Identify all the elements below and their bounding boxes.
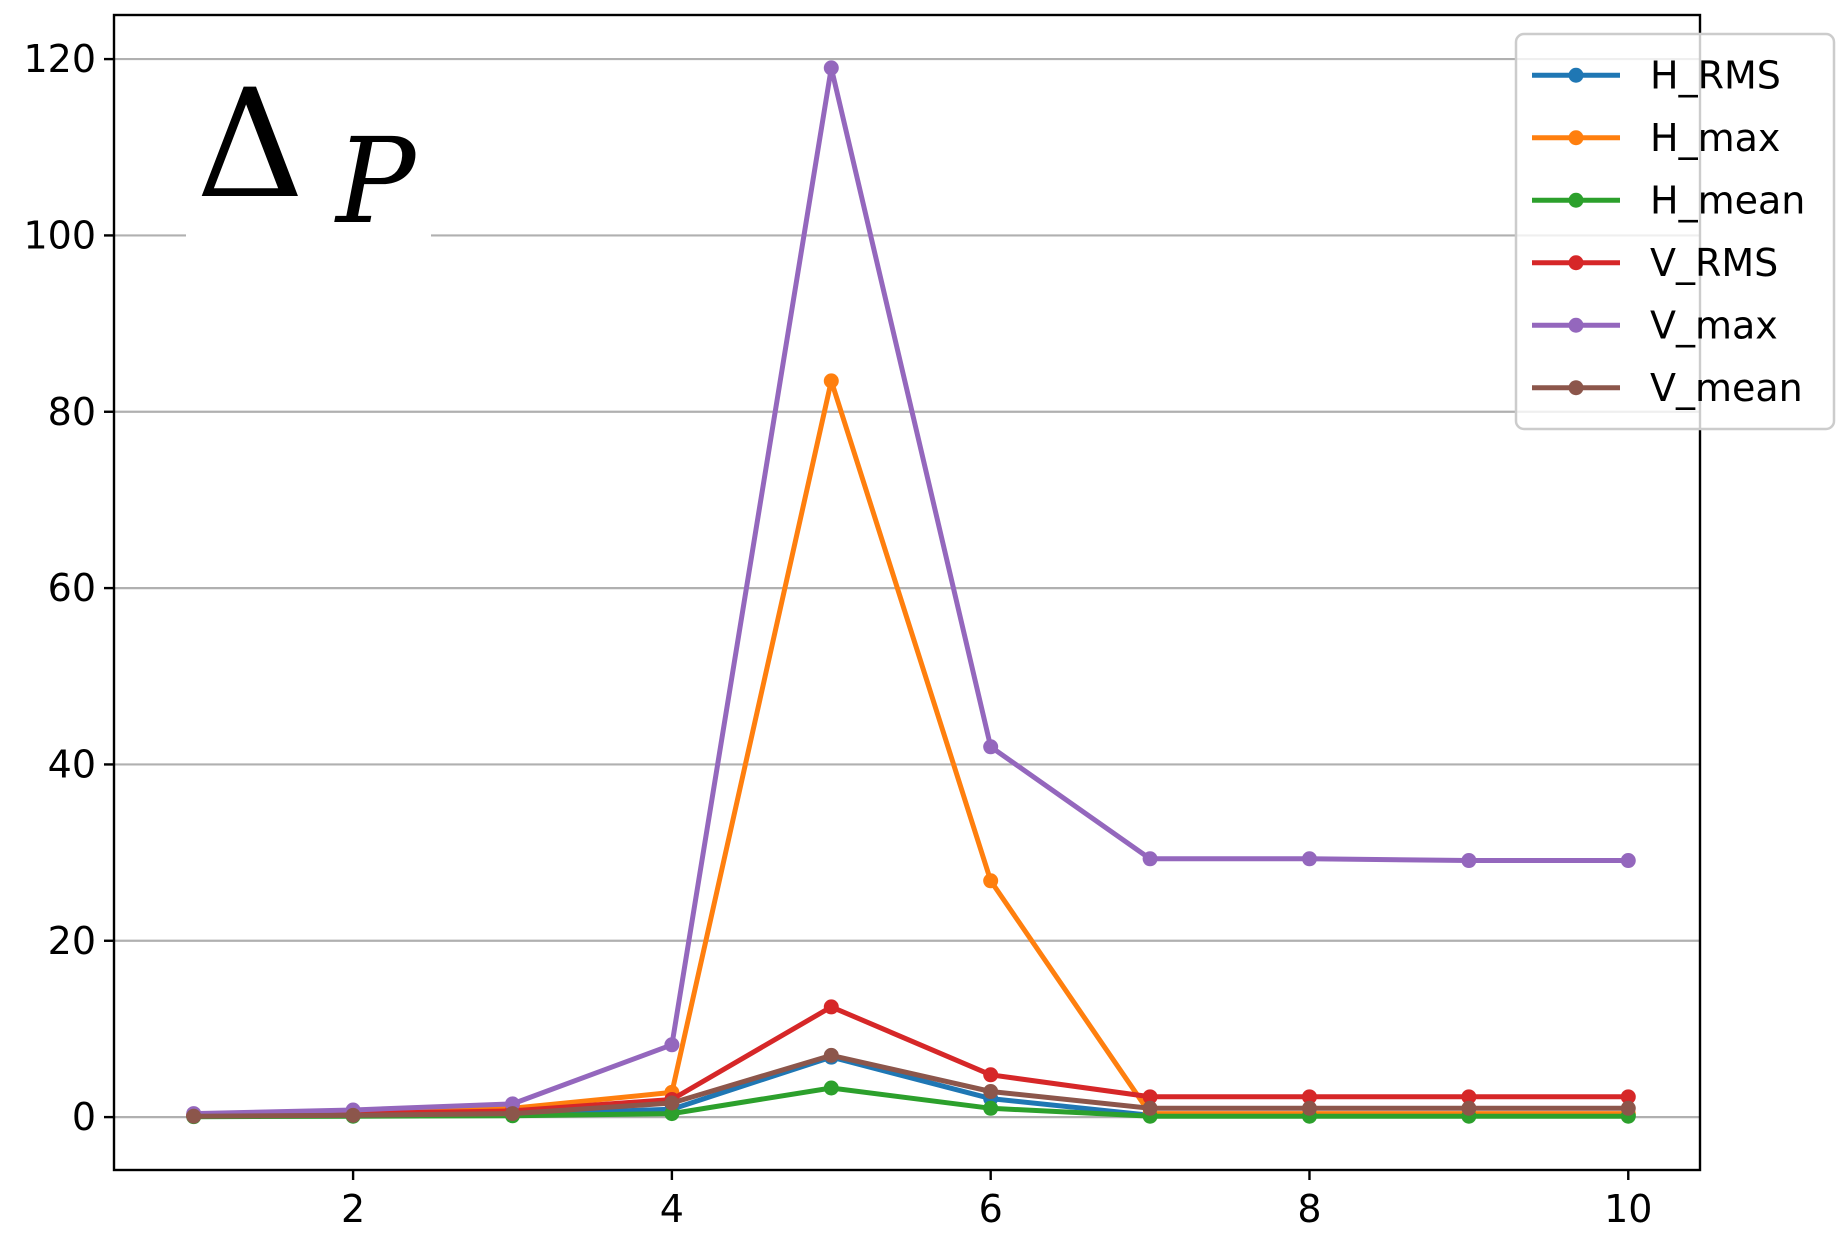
y-tick-label-100: 100 <box>23 213 96 257</box>
legend-label-h-mean: H_mean <box>1650 178 1805 222</box>
legend-swatch-marker-h-mean <box>1568 192 1584 208</box>
series-line-v-max <box>191 65 1631 1117</box>
x-tick-label-10: 10 <box>1604 1187 1652 1231</box>
point-v-mean-4 <box>664 1095 680 1111</box>
legend-label-h-rms: H_RMS <box>1650 53 1781 97</box>
y-tick-label-40: 40 <box>48 742 96 786</box>
point-v-max-5 <box>823 60 839 76</box>
y-tick-label-60: 60 <box>48 566 96 610</box>
point-v-max-10 <box>1620 853 1636 869</box>
point-v-mean-5 <box>823 1047 839 1063</box>
point-v-rms-10 <box>1620 1089 1636 1105</box>
point-v-rms-6 <box>983 1067 999 1083</box>
point-v-mean-1 <box>186 1108 202 1124</box>
legend-swatch-marker-v-mean <box>1568 380 1584 396</box>
y-axis-ticks: 0 20 40 60 80 100 120 <box>23 37 114 1139</box>
legend-swatch-marker-h-max <box>1568 130 1584 146</box>
x-tick-label-4: 4 <box>660 1187 684 1231</box>
point-v-max-9 <box>1461 853 1477 869</box>
legend-swatch-marker-v-max <box>1568 317 1584 333</box>
x-tick-label-6: 6 <box>979 1187 1003 1231</box>
point-v-max-6 <box>983 739 999 755</box>
legend-swatch-marker-h-rms <box>1568 67 1584 83</box>
point-v-mean-9 <box>1461 1100 1477 1116</box>
point-h-max-6 <box>983 873 999 889</box>
legend-swatch-marker-v-rms <box>1568 255 1584 271</box>
point-v-max-8 <box>1301 851 1317 867</box>
annotation-subscript: P <box>334 112 418 250</box>
y-tick-label-120: 120 <box>23 37 96 81</box>
annotation-delta-symbol: Δ <box>196 58 304 232</box>
legend-label-h-max: H_max <box>1650 116 1780 160</box>
x-axis-ticks: 2 4 6 8 10 <box>341 1170 1652 1231</box>
point-v-rms-7 <box>1142 1089 1158 1105</box>
point-h-mean-5 <box>823 1080 839 1096</box>
y-tick-label-20: 20 <box>48 919 96 963</box>
point-v-mean-7 <box>1142 1100 1158 1116</box>
legend: H_RMS H_max H_mean V_RMS V_max V_mean <box>1514 32 1836 431</box>
point-v-max-7 <box>1142 851 1158 867</box>
legend-label-v-max: V_max <box>1650 303 1778 347</box>
point-v-rms-8 <box>1301 1089 1317 1105</box>
point-v-mean-3 <box>504 1106 520 1122</box>
point-h-max-5 <box>823 373 839 389</box>
x-tick-label-2: 2 <box>341 1187 365 1231</box>
x-tick-label-8: 8 <box>1297 1187 1321 1231</box>
point-v-mean-8 <box>1301 1100 1317 1116</box>
y-tick-label-0: 0 <box>72 1095 96 1139</box>
point-h-mean-4 <box>664 1106 680 1122</box>
point-v-max-4 <box>664 1037 680 1053</box>
legend-label-v-mean: V_mean <box>1650 366 1803 410</box>
legend-box <box>1514 32 1836 431</box>
annotation-background <box>186 185 431 245</box>
point-h-mean-6 <box>983 1100 999 1116</box>
point-v-mean-2 <box>345 1107 361 1123</box>
y-tick-label-80: 80 <box>48 390 96 434</box>
delta-p-annotation: Δ P <box>186 58 431 250</box>
point-v-mean-10 <box>1620 1100 1636 1116</box>
legend-label-v-rms: V_RMS <box>1650 241 1778 285</box>
point-v-rms-9 <box>1461 1089 1477 1105</box>
series-lines <box>186 60 1636 1125</box>
point-v-mean-6 <box>983 1084 999 1100</box>
axes-frame <box>112 13 1702 1172</box>
series-line-v-mean <box>191 1052 1631 1119</box>
point-v-rms-5 <box>823 999 839 1015</box>
